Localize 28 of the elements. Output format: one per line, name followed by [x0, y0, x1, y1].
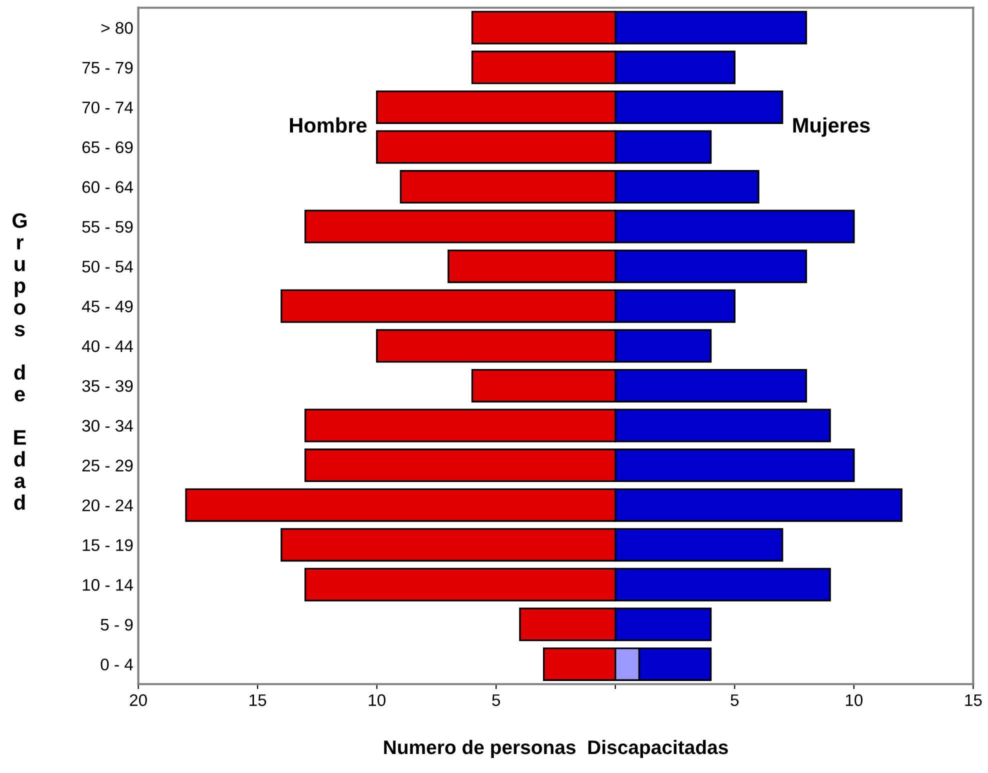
y-tick-label: 40 - 44 — [82, 340, 133, 352]
y-tick-label: 45 - 49 — [82, 300, 133, 312]
y-tick-label: 30 - 34 — [82, 420, 133, 432]
x-tick-label: 5 — [730, 694, 739, 706]
x-tick-label: 15 — [250, 694, 266, 706]
y-tick-label: 10 - 14 — [82, 579, 133, 591]
x-tick-label: 20 — [130, 694, 147, 706]
y-tick-label: 50 - 54 — [82, 260, 133, 273]
series-label: Hombre — [290, 117, 367, 133]
y-tick-label: 65 - 69 — [82, 141, 133, 154]
x-axis-title: Numero de personas Discapacitadas — [384, 740, 728, 758]
y-tick-label: 0 - 4 — [100, 658, 133, 670]
x-tick-label: 15 — [965, 694, 982, 706]
y-tick-label: 60 - 64 — [82, 181, 133, 193]
y-tick-label: 35 - 39 — [82, 380, 133, 392]
x-tick-label: 10 — [368, 694, 386, 706]
y-tick-label: 25 - 29 — [82, 460, 133, 472]
y-tick-label: 20 - 24 — [82, 499, 133, 512]
x-tick-label: 10 — [846, 694, 863, 706]
y-tick-label: 55 - 59 — [82, 220, 133, 233]
text: Grupos de Edad — [12, 213, 27, 510]
y-tick-label: 75 - 79 — [82, 62, 133, 74]
y-tick-label: 70 - 74 — [82, 102, 133, 114]
series-label: Mujeres — [793, 117, 870, 137]
y-tick-label: > 80 — [101, 22, 133, 34]
y-tick-label: 5 - 9 — [100, 618, 133, 631]
y-tick-label: 15 - 19 — [82, 539, 133, 552]
x-tick-label: 5 — [492, 694, 500, 706]
